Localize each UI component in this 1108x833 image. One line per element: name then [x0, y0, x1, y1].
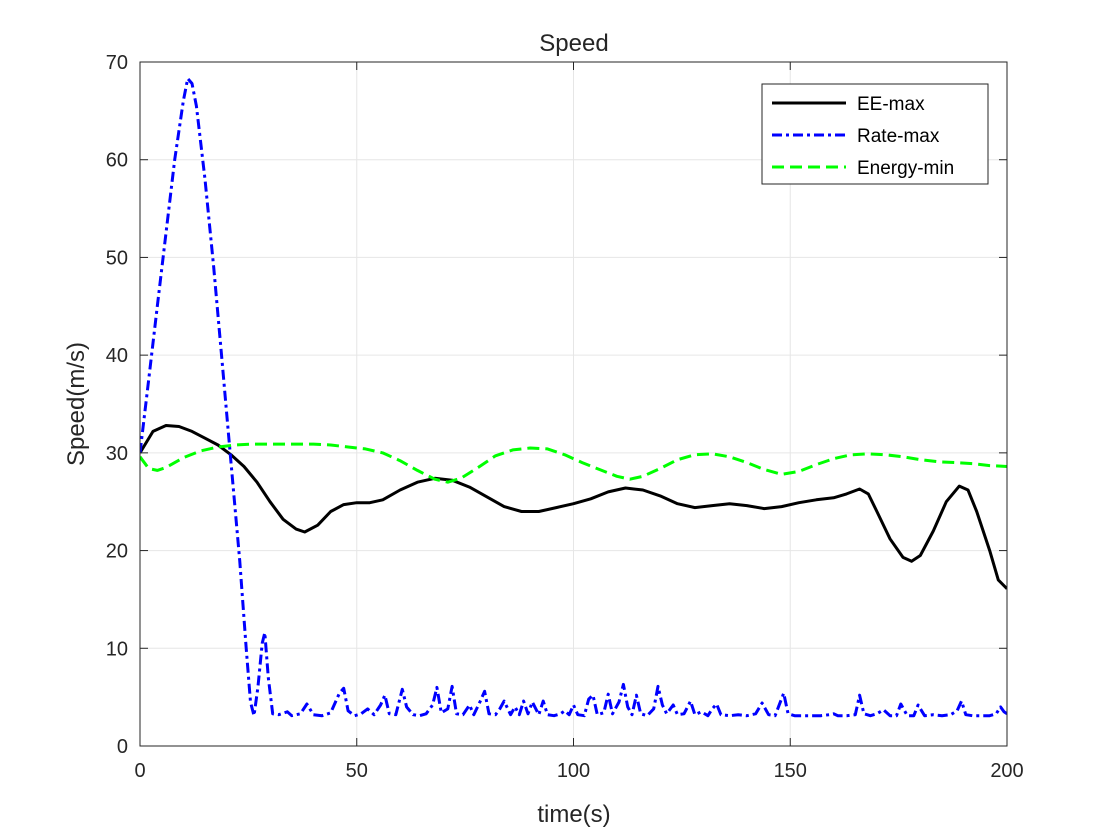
y-tick-label: 40	[106, 345, 128, 367]
chart-title: Speed	[539, 30, 608, 57]
axis-ticks: 0 50 100 150 200 0 10 20 30 40 50 60 70	[106, 52, 1024, 782]
y-tick-label: 50	[106, 247, 128, 269]
series-line-energy-min	[140, 442, 1007, 484]
y-axis-label: Speed(m/s)	[63, 342, 90, 466]
y-tick-label: 20	[106, 541, 128, 563]
legend-label-ee-max: EE-max	[857, 94, 925, 115]
legend-label-rate-max: Rate-max	[857, 126, 940, 147]
y-tick-label: 70	[106, 52, 128, 74]
y-tick-label: 60	[106, 150, 128, 172]
x-tick-label: 150	[774, 760, 807, 782]
series-line-ee-max	[140, 424, 1007, 590]
legend-label-energy-min: Energy-min	[857, 158, 954, 179]
y-tick-label: 30	[106, 443, 128, 465]
y-tick-label: 0	[117, 736, 128, 758]
x-tick-label: 0	[134, 760, 145, 782]
x-tick-label: 100	[557, 760, 590, 782]
series-line-rate-max	[140, 77, 1007, 718]
legend: EE-max Rate-max Energy-min	[761, 83, 989, 185]
x-tick-label: 200	[990, 760, 1023, 782]
series-lines	[140, 77, 1007, 718]
x-tick-label: 50	[346, 760, 368, 782]
x-axis-label: time(s)	[537, 801, 610, 828]
y-tick-label: 10	[106, 638, 128, 660]
